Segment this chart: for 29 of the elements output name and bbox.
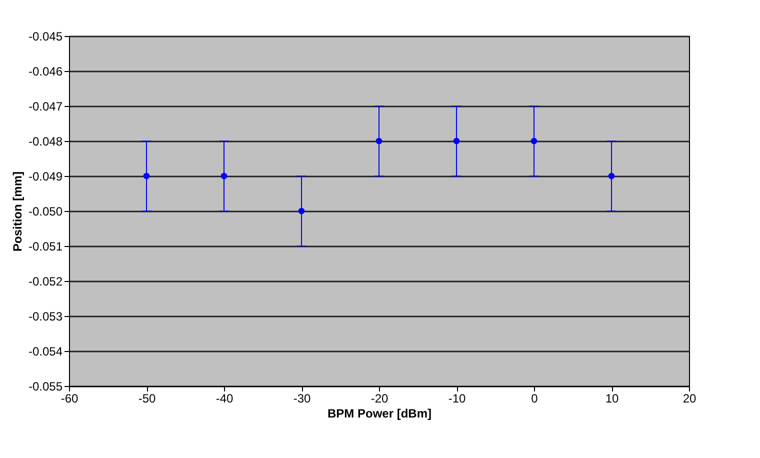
point xyxy=(453,138,460,144)
point xyxy=(530,138,538,144)
y-axis-title: Position [mm] xyxy=(10,172,24,252)
x-tick-label: -20 xyxy=(370,392,388,406)
x-tick-label: -30 xyxy=(293,392,311,406)
y-tick-label: -0.047 xyxy=(28,100,63,114)
point xyxy=(608,172,615,180)
x-tick-label: -40 xyxy=(216,392,234,406)
x-tick-label: 0 xyxy=(531,392,538,406)
y-tick-label: -0.048 xyxy=(28,134,63,148)
point xyxy=(143,172,150,180)
x-tick-label: -60 xyxy=(60,392,78,406)
y-tick-label: -0.052 xyxy=(28,274,63,288)
y-tick-label: -0.049 xyxy=(28,170,63,184)
point xyxy=(376,138,382,144)
point xyxy=(298,208,305,214)
y-tick-label: -0.045 xyxy=(28,30,63,44)
point xyxy=(220,172,228,180)
y-tick-label: -0.051 xyxy=(28,240,63,254)
y-tick-label: -0.050 xyxy=(28,204,63,218)
x-tick-label: -10 xyxy=(448,392,466,406)
y-tick-label: -0.054 xyxy=(28,344,63,358)
y-tick-label: -0.053 xyxy=(28,310,63,324)
y-tick-label: -0.055 xyxy=(28,380,63,394)
y-tick-label: -0.046 xyxy=(28,64,63,78)
x-tick-label: -50 xyxy=(138,392,156,406)
x-tick-label: 10 xyxy=(605,392,619,406)
x-tick-label: 20 xyxy=(682,392,696,406)
x-axis-title: BPM Power [dBm] xyxy=(327,406,432,420)
